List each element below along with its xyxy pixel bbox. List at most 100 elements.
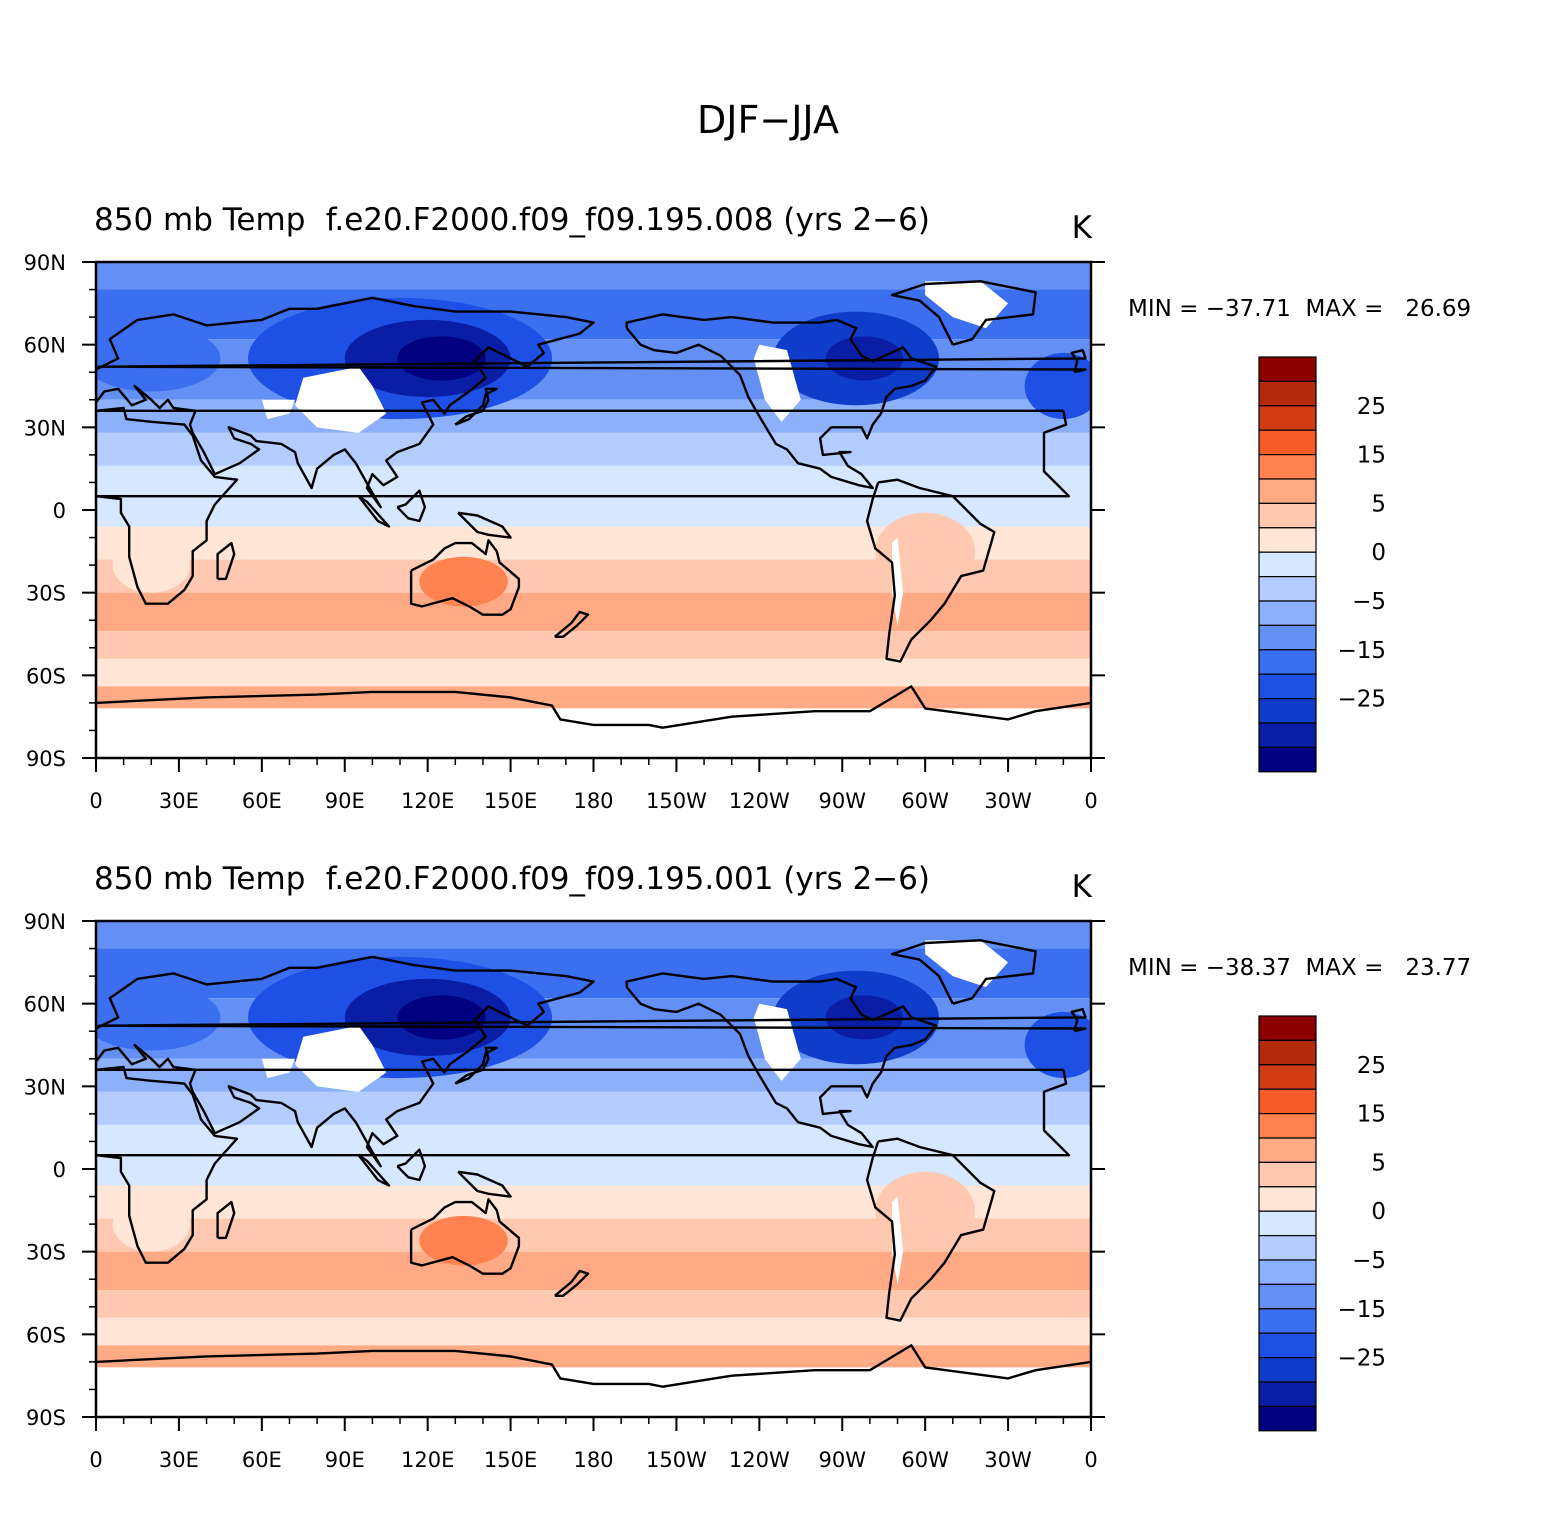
field-band [96,948,1091,999]
colorbar-bottom: 25 15 5 0 −5 −15 −25 [1258,1015,1386,1432]
colorbar-box [1258,1381,1317,1407]
field-band [96,1345,1091,1362]
axes-top: 90N 60N 30N 0 30S 60S 90S 0 30E 60E 90E 120E 150E 180… [24,251,1105,813]
lat-tick-label: 60S [26,664,66,688]
coastline [625,972,938,1149]
colorbar-box [1258,1332,1317,1359]
lat-tick-label: 60N [24,334,66,358]
lon-tick-label: 150E [484,1448,537,1472]
field-band [96,592,1091,632]
coastline [96,406,1071,605]
coastline [409,1198,521,1275]
field-anomaly [419,556,508,607]
lon-tick-label: 0 [1084,789,1097,813]
lon-tick-label: 150W [646,789,707,813]
colorbar-box [1258,478,1317,504]
coastline [457,511,512,539]
lat-tick-label: 30S [26,1241,66,1265]
colorbar-label: −15 [1337,638,1386,664]
coastline [625,313,938,490]
colorbar-box [1258,575,1317,602]
field-band [96,1058,1091,1092]
coastline [554,1269,590,1297]
field-band [96,432,1091,466]
lat-tick-label: 90S [26,1406,66,1430]
field-band [96,465,1091,494]
coastline [97,1008,1087,1033]
colorbar-box [1258,1283,1317,1310]
colorbar-box [1258,454,1317,480]
panel-left-title: 850 mb Temp [94,202,305,238]
colorbar-box [1258,1137,1317,1163]
coastline [216,541,236,581]
lon-tick-label: 0 [1084,1448,1097,1472]
coastline [454,1046,498,1085]
missing-data-region [295,1025,387,1092]
field-anomaly [112,1196,190,1252]
lon-tick-label: 60W [901,1448,949,1472]
panel-min-max: MIN = −37.71 MAX = 26.69 [1128,296,1471,322]
colorbar-box [1258,1186,1317,1212]
panel-center-title: f.e20.F2000.f09_f09.195.001 (yrs 2−6) [326,861,930,897]
colorbar-box [1258,380,1317,407]
colorbar-box [1258,1064,1317,1090]
lon-tick-label: 60E [242,789,282,813]
field-anomaly [112,537,190,593]
colorbar-box [1258,405,1317,431]
lon-tick-label: 60E [242,1448,282,1472]
missing-data-region [261,1058,295,1079]
colorbar-label: −5 [1352,1248,1386,1274]
missing-data-region [925,940,1009,988]
coastline [409,539,521,616]
coastline [97,349,1087,374]
lon-tick-label: 0 [89,789,102,813]
panel-units: K [1072,210,1093,246]
colorbar-box [1258,356,1317,382]
lon-tick-label: 120W [729,1448,790,1472]
missing-data-region [925,281,1009,329]
coastline [96,296,595,509]
colorbar-label: −5 [1352,589,1386,615]
colorbar-label: 0 [1371,540,1386,566]
colorbar-box [1258,551,1317,578]
coastline [554,610,590,638]
map-top [94,260,1093,760]
lon-tick-label: 0 [89,1448,102,1472]
field-anomaly [397,995,486,1040]
field-anomaly [96,325,221,392]
field-anomaly [397,336,486,381]
field-anomaly [825,995,904,1040]
colorbar-box [1258,1039,1317,1066]
lat-tick-label: 90N [24,910,66,934]
colorbar-label: 25 [1357,1053,1386,1079]
coastline [96,685,1091,729]
lon-tick-label: 150E [484,789,537,813]
field-band [96,1251,1091,1291]
colorbar-box [1258,1356,1317,1383]
colorbar-label: 5 [1371,491,1386,517]
colorbar-box [1258,527,1317,553]
coastline [865,1137,996,1322]
figure-title: DJF−JJA [697,98,839,142]
field-band [96,1124,1091,1153]
colorbar-top: 25 15 5 0 −5 −15 −25 [1258,356,1386,773]
coastline [96,1065,1071,1264]
colorbar-box [1258,1210,1317,1237]
lon-tick-label: 90W [819,789,867,813]
field-anomaly [825,336,904,381]
colorbar-label: −15 [1337,1297,1386,1323]
coastline [865,478,996,663]
lon-tick-label: 120E [401,1448,454,1472]
map-bottom [94,919,1093,1419]
colorbar-box [1258,1088,1317,1115]
coastline [396,489,427,523]
panel-left-title: 850 mb Temp [94,861,305,897]
lat-tick-label: 60N [24,993,66,1017]
lon-tick-label: 30W [984,1448,1032,1472]
colorbar-box [1258,673,1317,700]
lat-tick-label: 90N [24,251,66,275]
coastline [454,387,498,426]
colorbar-box [1258,746,1317,773]
lon-tick-label: 90E [325,789,365,813]
coastline [357,1154,391,1187]
